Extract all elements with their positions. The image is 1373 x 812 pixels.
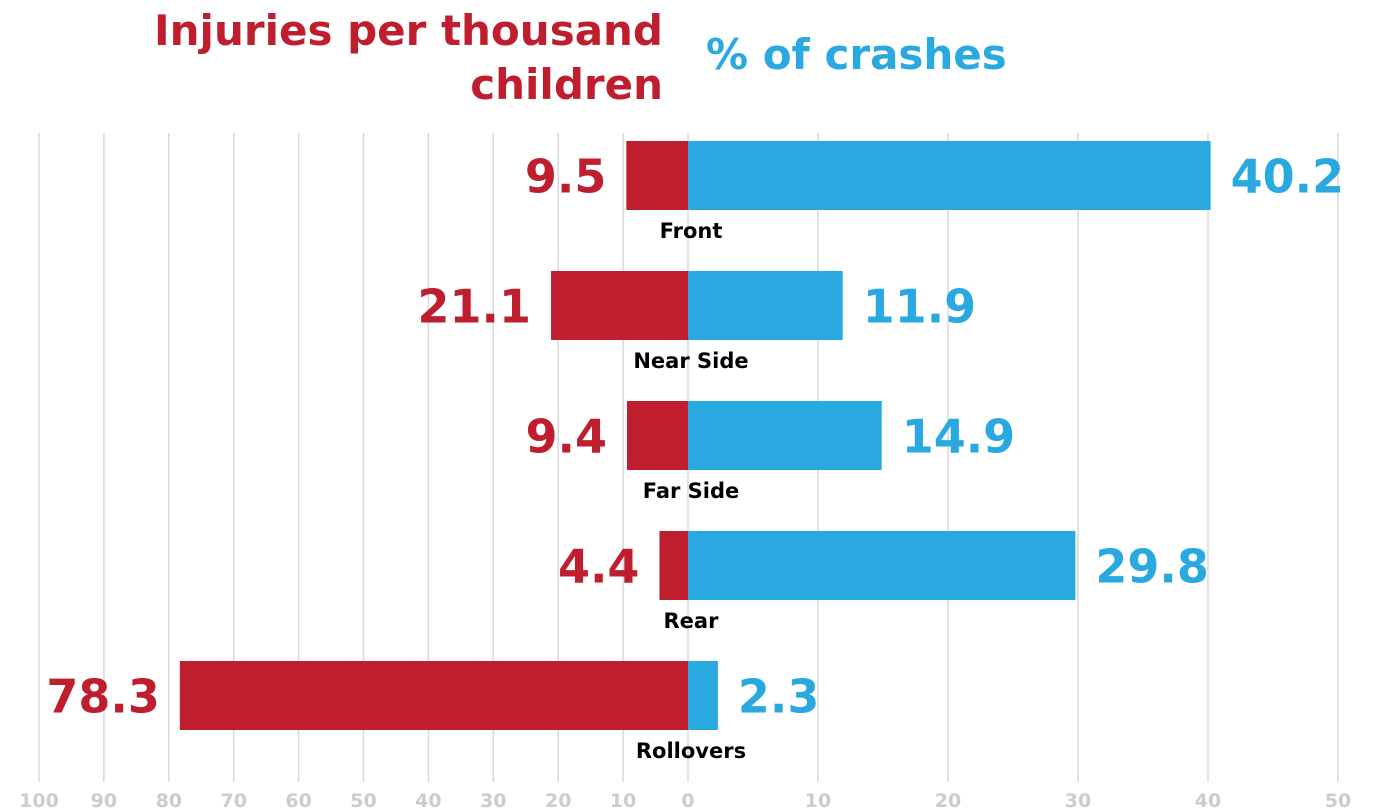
bar-left — [626, 401, 688, 470]
value-label-left: 4.4 — [558, 540, 640, 594]
category-label: Far Side — [643, 479, 740, 503]
value-label-right: 29.8 — [1095, 540, 1209, 594]
x-tick-label: 40 — [1195, 790, 1221, 812]
value-label-right: 40.2 — [1231, 150, 1345, 204]
value-label-right: 14.9 — [902, 410, 1016, 464]
x-tick-label: 50 — [1325, 790, 1351, 812]
value-label-left: 9.4 — [525, 410, 607, 464]
x-tick-label: 80 — [156, 790, 182, 812]
value-label-right: 2.3 — [738, 670, 820, 724]
bar-right — [688, 531, 1076, 600]
x-tick-label: 20 — [935, 790, 961, 812]
x-tick-label: 10 — [805, 790, 831, 812]
value-labels: 9.5 40.2 21.1 11.9 9.4 14.9 4.4 29.8 78.3 2.3 — [46, 150, 1344, 724]
category-label: Front — [660, 219, 723, 243]
bar-left — [179, 661, 688, 730]
bar-left — [626, 141, 688, 210]
bar-left — [551, 271, 688, 340]
x-tick-label: 90 — [91, 790, 117, 812]
bar-right — [688, 401, 882, 470]
category-label: Rollovers — [636, 739, 746, 763]
x-tick-label: 60 — [285, 790, 311, 812]
value-label-left: 9.5 — [525, 150, 607, 204]
category-label: Near Side — [633, 349, 748, 373]
bars — [179, 141, 1211, 730]
value-label-left: 21.1 — [418, 280, 532, 334]
x-tick-label: 10 — [610, 790, 636, 812]
bar-right — [688, 661, 718, 730]
value-label-right: 11.9 — [863, 280, 977, 334]
x-tick-label: 30 — [1065, 790, 1091, 812]
x-tick-label: 50 — [350, 790, 376, 812]
x-tick-label: 70 — [220, 790, 246, 812]
left-series-title: Injuries per thousand children — [154, 6, 663, 109]
category-label: Rear — [664, 609, 720, 633]
x-tick-label: 40 — [415, 790, 441, 812]
x-tick-label: 30 — [480, 790, 506, 812]
bar-right — [688, 271, 843, 340]
category-labels: Front Near Side Far Side Rear Rollovers — [633, 219, 748, 763]
x-tick-label: 20 — [545, 790, 571, 812]
bar-left — [659, 531, 688, 600]
x-tick-label: 100 — [19, 790, 59, 812]
x-tick-label: 0 — [681, 790, 694, 812]
axis-ticks: 100 90 80 70 60 50 40 30 20 10 0 10 20 30 40 50 — [19, 790, 1351, 812]
bar-right — [688, 141, 1211, 210]
value-label-left: 78.3 — [46, 670, 160, 724]
right-series-title: % of crashes — [706, 30, 1007, 79]
